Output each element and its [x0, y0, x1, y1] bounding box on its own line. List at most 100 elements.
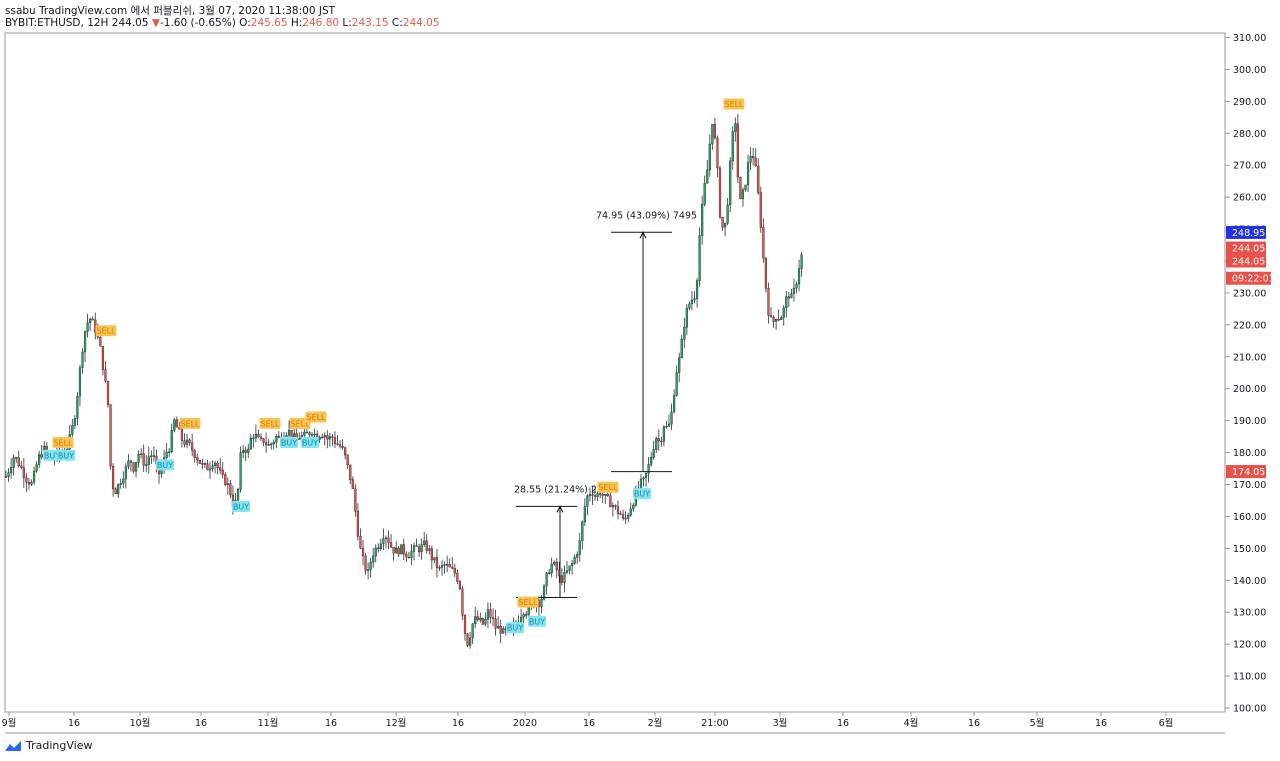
tradingview-logo-icon[interactable] [4, 740, 22, 752]
price-axis[interactable]: 310.00300.00290.00280.00270.00260.00250.… [1225, 33, 1266, 715]
candle [491, 608, 495, 627]
y-tick-label: 170.00 [1233, 480, 1266, 491]
candle [565, 561, 569, 575]
candle [593, 487, 597, 501]
sell-signal: SELL [289, 417, 311, 429]
candle-down [481, 617, 484, 625]
candle [91, 316, 94, 321]
candle-up [443, 564, 446, 566]
candle [384, 535, 388, 549]
candle-down [111, 465, 115, 490]
candle [463, 614, 467, 641]
candle-down [601, 494, 604, 496]
measurements[interactable]: 74.95 (43.09%) 7495 28.55 (21.24%) 2855 [514, 210, 697, 599]
candle-up [780, 317, 783, 321]
candle-up [420, 544, 423, 553]
candle [657, 429, 660, 451]
candle-down [198, 459, 201, 464]
y-tick-label: 300.00 [1233, 65, 1266, 76]
signal-bg [43, 449, 61, 461]
candle-up [596, 493, 599, 497]
candle [122, 471, 125, 489]
candle [624, 511, 627, 525]
candle [476, 610, 479, 622]
candle-up [372, 555, 375, 563]
plot-area[interactable] [4, 32, 1226, 713]
price-label-text: 174.05 [1232, 467, 1265, 478]
candle-up [655, 438, 658, 450]
candle [622, 509, 625, 521]
candle [321, 433, 324, 439]
candle [152, 446, 155, 462]
candle-up [275, 435, 278, 443]
candle-up [726, 204, 729, 224]
candle-down [614, 505, 617, 507]
signal-text: BUY [529, 617, 545, 626]
candle [117, 483, 120, 498]
candle-up [565, 570, 569, 573]
candle [420, 538, 423, 560]
candle [229, 479, 232, 499]
candle-down [203, 463, 206, 465]
x-tick-label: 16 [968, 718, 980, 729]
candle-up [310, 434, 314, 436]
candle-down [152, 455, 155, 457]
candle-up [685, 307, 688, 328]
candle [680, 334, 683, 359]
candle-up [540, 599, 543, 607]
signal-text: SELL [598, 483, 618, 492]
candle-down [361, 548, 365, 557]
candle [168, 447, 171, 457]
buy-signal: BUY [301, 436, 319, 448]
candle-up [639, 478, 643, 489]
candle [588, 487, 592, 502]
candle [119, 478, 122, 489]
time-axis[interactable]: 9월 16 10월 16 11월 16 12월 16 2020 16 2월 21:00 3월 16 4월 16… [2, 712, 1174, 729]
candle [711, 123, 714, 150]
candle-up [12, 457, 15, 468]
candle [208, 461, 212, 479]
candle [690, 291, 694, 311]
candle [4, 470, 8, 478]
candle [262, 437, 265, 447]
symbol-ohlc-line: BYBIT:ETHUSD, 12H 244.05 ▼-1.60 (-0.65%)… [5, 17, 440, 29]
candle-down [787, 296, 790, 299]
candle-up [670, 411, 673, 425]
candle-up [703, 183, 706, 205]
candle [392, 546, 395, 561]
high-label: H: [290, 17, 303, 29]
candle [137, 450, 140, 468]
candle-down [259, 436, 263, 439]
candle-up [440, 565, 444, 568]
candle-up [550, 563, 553, 574]
x-tick-label: 16 [1095, 718, 1107, 729]
signal-bg [179, 417, 201, 429]
candle-down [548, 572, 551, 575]
price-label: 174.05 [1226, 465, 1266, 479]
candle-down [772, 316, 775, 322]
candle [685, 304, 688, 336]
candle-up [140, 453, 143, 455]
candle-down [40, 454, 43, 458]
candle [741, 187, 745, 207]
candle [333, 431, 337, 449]
candle-up [708, 143, 711, 171]
candle [247, 443, 250, 458]
candle [586, 493, 589, 516]
signal-bg [301, 436, 319, 448]
candle-up [652, 449, 655, 458]
candle [446, 555, 449, 573]
candle-down [494, 618, 497, 629]
candle-down [491, 617, 495, 619]
publish-info: ssabu TradingView.com 에서 퍼블리쉬, 3월 07, 20… [5, 5, 336, 17]
candle-up [479, 617, 482, 621]
candle [502, 626, 505, 634]
candle [374, 544, 377, 563]
candle-down [489, 609, 492, 618]
buy-signal: BUY [156, 459, 174, 471]
footer-brand: TradingView [26, 739, 93, 752]
candle [277, 431, 280, 439]
candle [356, 503, 359, 541]
candle [428, 545, 431, 555]
